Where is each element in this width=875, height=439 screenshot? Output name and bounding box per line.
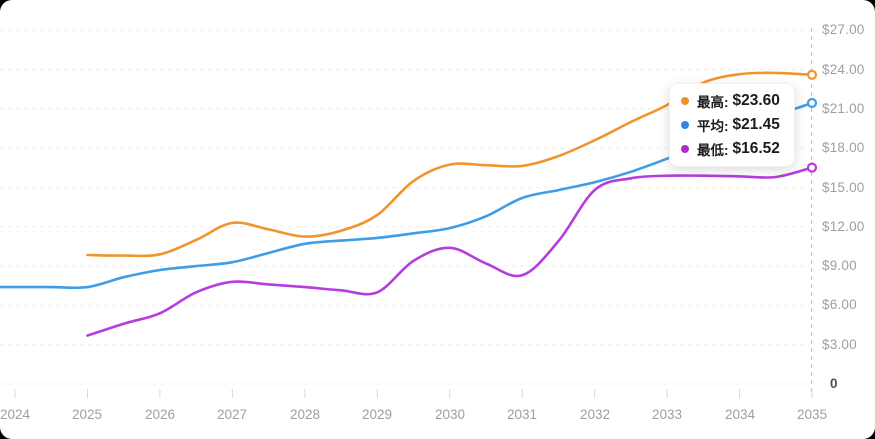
tooltip-value: $23.60 — [732, 92, 780, 109]
x-axis-label: 2026 — [144, 407, 176, 422]
tooltip-label: 平均: — [697, 119, 729, 134]
x-axis-label: 2029 — [361, 407, 393, 422]
tooltip-label: 最低: — [697, 143, 729, 158]
x-axis-label: 2034 — [724, 407, 756, 422]
tooltip-value: $21.45 — [732, 116, 780, 133]
x-axis-label: 2025 — [71, 407, 103, 422]
series-endpoint-highest — [806, 69, 818, 80]
y-axis-label: $3.00 — [822, 337, 857, 352]
tooltip-value: $16.52 — [732, 140, 780, 157]
y-axis-label: $9.00 — [822, 258, 857, 273]
highest-dot-icon — [681, 97, 689, 105]
y-axis-label: 0 — [830, 376, 838, 391]
tooltip-label: 最高: — [697, 95, 729, 110]
y-axis-label: $18.00 — [822, 140, 865, 155]
x-axis-label: 2035 — [796, 407, 828, 422]
tooltip-row-lowest: 最低: $16.52 — [681, 137, 784, 161]
lowest-dot-icon — [681, 145, 689, 153]
y-axis-label: $21.00 — [822, 101, 865, 116]
y-axis-label: $15.00 — [822, 180, 865, 195]
y-axis-label: $12.00 — [822, 219, 865, 234]
chart-tooltip: 最高: $23.60 平均: $21.45 最低: $16.52 — [669, 83, 795, 167]
x-axis-label: 2032 — [579, 407, 611, 422]
average-dot-icon — [681, 121, 689, 129]
x-axis-label: 2033 — [651, 407, 683, 422]
x-axis-label: 2028 — [289, 407, 321, 422]
x-axis-label: 2030 — [434, 407, 466, 422]
tooltip-row-average: 平均: $21.45 — [681, 113, 784, 137]
series-endpoint-average — [806, 97, 818, 109]
x-axis-label: 2027 — [216, 407, 248, 422]
y-axis-label: $6.00 — [822, 297, 857, 312]
x-axis-label: 2024 — [0, 407, 31, 422]
x-axis-label: 2031 — [506, 407, 538, 422]
y-axis-label: $24.00 — [822, 62, 865, 77]
y-axis-label: $27.00 — [822, 22, 865, 37]
tooltip-row-highest: 最高: $23.60 — [681, 89, 784, 113]
series-line-lowest — [86, 166, 814, 337]
series-endpoint-lowest — [806, 162, 818, 173]
